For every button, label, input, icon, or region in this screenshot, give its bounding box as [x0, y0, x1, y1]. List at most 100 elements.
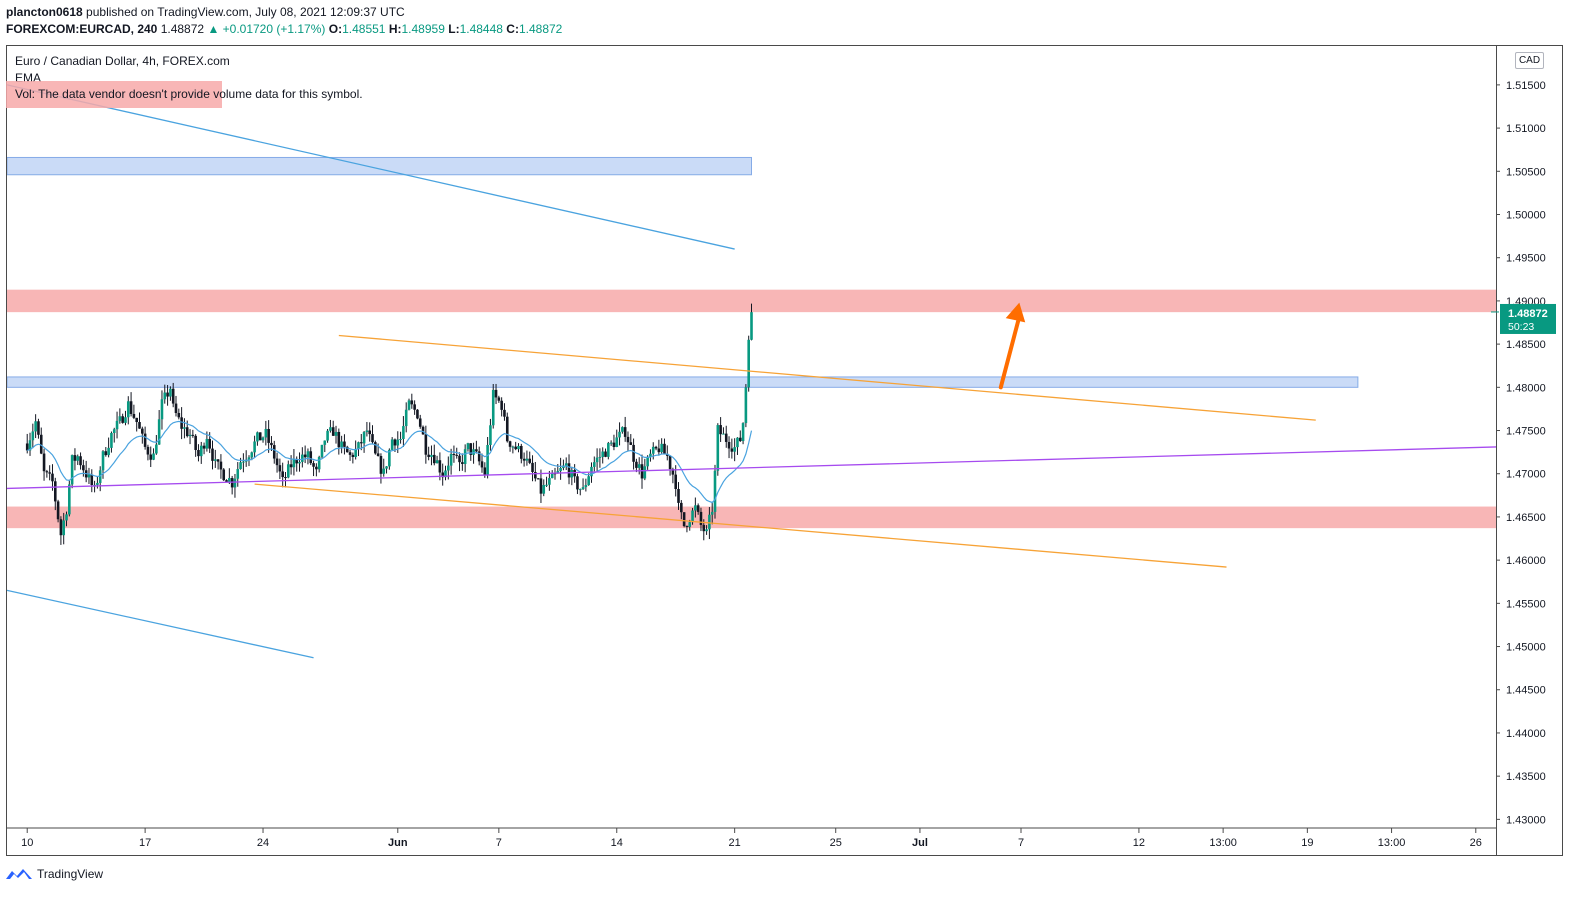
footer-brand-label: TradingView	[37, 867, 104, 881]
candle-body	[284, 477, 287, 479]
candle-body	[708, 514, 711, 530]
candle-body	[292, 458, 296, 468]
change-label: ▲ +0.01720 (+1.17%)	[207, 22, 326, 36]
candle-body	[680, 502, 683, 513]
candle-body	[733, 447, 736, 452]
trendline-channel-bottom	[254, 483, 1227, 568]
candle-body	[677, 488, 680, 503]
x-tick-label: 17	[139, 837, 151, 849]
candle-body	[228, 478, 231, 483]
footer-brand[interactable]: TradingView	[5, 867, 103, 881]
candle-body	[452, 453, 456, 455]
candle-body	[592, 462, 596, 467]
candle-body	[315, 466, 318, 470]
candle-body	[469, 443, 473, 455]
low-value: 1.48448	[459, 22, 503, 36]
candle-body	[171, 388, 175, 404]
candle-body	[713, 470, 717, 512]
candle-body	[570, 470, 574, 478]
candle-body	[124, 417, 127, 423]
candle-body	[278, 465, 282, 472]
symbol-label: FOREXCOM:EURCAD, 240	[6, 22, 158, 36]
y-tick-label: 1.45000	[1506, 642, 1546, 654]
candle-body	[141, 428, 144, 434]
volume-notice-highlight	[6, 81, 222, 108]
candle-body	[747, 339, 750, 388]
publish-info: plancton0618 published on TradingView.co…	[6, 5, 405, 19]
candle-body	[135, 417, 138, 423]
candle-body	[39, 434, 43, 454]
candle-body	[56, 501, 60, 520]
candle-body	[323, 440, 327, 445]
candle-body	[564, 463, 568, 466]
candle-body	[427, 454, 430, 457]
username: plancton0618	[6, 5, 83, 19]
x-tick-label: 25	[830, 837, 842, 849]
candle-body	[494, 389, 498, 398]
candle-body	[539, 478, 543, 494]
candle-body	[581, 487, 585, 490]
candle-body	[520, 445, 523, 459]
candle-body	[458, 455, 461, 463]
candle-body	[578, 489, 582, 491]
candle-body	[37, 421, 40, 435]
price-axis[interactable]	[1497, 45, 1563, 856]
candle-body	[730, 448, 734, 452]
candle-body	[267, 428, 270, 443]
candle-body	[657, 448, 661, 453]
candle-body	[365, 430, 369, 433]
candle-body	[491, 389, 495, 426]
candle-body	[550, 473, 554, 479]
candle-body	[390, 439, 394, 450]
candle-body	[233, 478, 237, 488]
candle-body	[379, 455, 383, 474]
currency-badge[interactable]: CAD	[1515, 52, 1544, 69]
x-tick-label: 26	[1470, 837, 1482, 849]
candle-body	[623, 427, 627, 437]
candle-body	[317, 456, 321, 470]
candle-body	[699, 511, 703, 525]
y-tick-label: 1.47000	[1506, 469, 1546, 481]
high-value: 1.48959	[401, 22, 445, 36]
candle-body	[402, 426, 405, 440]
candle-body	[531, 462, 534, 473]
y-tick-label: 1.45500	[1506, 598, 1546, 610]
open-label: O:	[328, 22, 343, 36]
tradingview-logo-icon	[6, 869, 32, 879]
candle-body	[73, 455, 77, 461]
y-tick-label: 1.47500	[1506, 426, 1546, 438]
candle-body	[421, 426, 425, 435]
candle-body	[303, 454, 307, 458]
candle-body	[112, 429, 116, 434]
candle-body	[447, 465, 450, 471]
candle-body	[407, 400, 411, 410]
candle-body	[637, 464, 641, 468]
candle-body	[270, 442, 273, 446]
arrow-shaft	[998, 314, 1022, 390]
candle-body	[559, 467, 562, 472]
candle-body	[643, 466, 647, 479]
candle-body	[306, 451, 310, 458]
y-tick-label: 1.50500	[1506, 166, 1546, 178]
candle-body	[567, 463, 571, 478]
last-price-label: 1.48872	[160, 22, 205, 36]
candle-body	[272, 445, 276, 459]
candle-body	[418, 418, 422, 427]
chart-pane[interactable]	[6, 45, 1497, 856]
candle-body	[416, 409, 419, 419]
volume-notice-text: Vol: The data vendor doesn't provide vol…	[15, 87, 363, 101]
candle-body	[382, 468, 386, 474]
candle-body	[741, 423, 745, 442]
publish-date: published on TradingView.com, July 08, 2…	[86, 5, 405, 19]
zone-supply	[7, 156, 752, 176]
candle-body	[76, 456, 80, 461]
candle-body	[70, 455, 74, 485]
candle-body	[197, 449, 200, 457]
candle-body	[258, 432, 262, 441]
candle-body	[25, 443, 29, 451]
x-tick-label: 12	[1133, 837, 1145, 849]
plot-group	[7, 84, 1496, 659]
y-tick-label: 1.48500	[1506, 339, 1546, 351]
y-tick-label: 1.50000	[1506, 209, 1546, 221]
